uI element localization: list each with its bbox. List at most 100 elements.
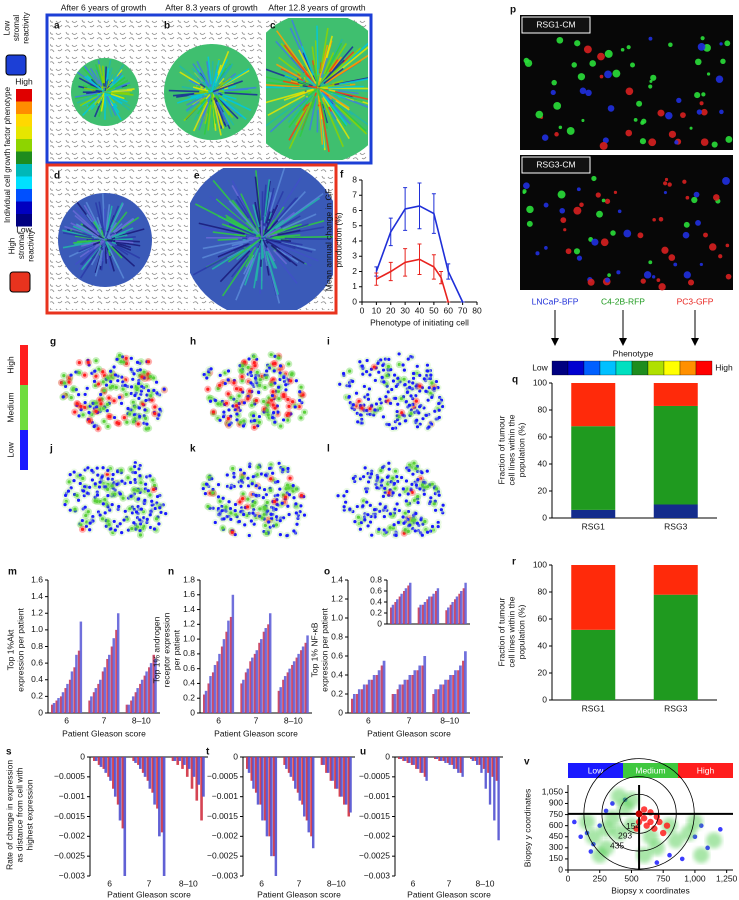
y-tick-label: −0.0025 [359,850,390,860]
cell [709,243,717,251]
panel-letter: m [8,567,17,578]
cell [687,279,695,286]
cell-dot [235,412,239,416]
cell-dot [101,466,105,470]
disc-texture [113,82,131,90]
cell-dot [422,406,426,410]
cell-dot [365,500,369,504]
bar [422,604,425,624]
cell-dot [426,484,430,489]
disc-texture [327,85,365,89]
cell-dot [363,395,367,399]
disc-texture [71,229,92,238]
cell-dot [242,512,246,517]
bar [134,692,138,713]
bar [116,757,120,805]
cell [560,217,567,223]
cell-dot [285,534,289,538]
disc-texture [221,96,252,111]
bar [447,679,450,713]
disc-texture [83,65,100,85]
cell-dot [251,475,255,479]
bar [145,671,148,713]
cell-dot [246,372,250,376]
cell-dot [270,393,275,398]
bar [93,757,96,761]
cell-dot [428,499,433,504]
cell-dot [221,496,225,500]
bar [295,657,299,713]
cell-dot [395,409,399,414]
cell-dot [283,495,288,499]
bar [464,651,467,713]
cell-dot [373,378,377,383]
cell-dot [79,522,83,527]
cell-dot [434,379,439,384]
bar [151,757,154,793]
cell-dot [124,356,128,360]
y-axis-label: Biopsy y coordinates [522,789,532,867]
disc-texture [302,103,308,112]
bar [289,757,293,777]
cell-dot [137,396,141,400]
disc-texture [319,101,330,153]
cell-dot [83,392,87,397]
bar [130,700,133,713]
cell-dot [240,375,244,379]
cell [664,177,669,182]
cell-dot [276,493,280,497]
bar [382,660,386,713]
x-tick-label: 7 [447,878,452,888]
cell-dot [282,516,286,520]
disc-texture [235,199,250,219]
cell-dot [415,497,420,501]
cell-dot [294,379,298,383]
cell-dot [411,526,415,531]
cell-dot [143,416,148,421]
cell-dot [99,402,103,406]
cell-dot [152,376,156,380]
disc-texture [212,80,243,93]
cell-dot [279,465,283,470]
cell-dot [88,404,92,408]
cell-dot [229,414,233,418]
y-tick-label: 0.4 [31,674,43,684]
y-axis-label: production (%) [333,212,343,267]
scale-segment [16,164,32,177]
cell-dot [290,372,294,376]
cell-dot [74,388,78,392]
bar [351,698,354,713]
cell-dot [62,381,67,385]
bar [213,664,217,713]
cell [577,73,586,81]
cell-dot [68,508,72,512]
bar-segment [653,594,698,700]
y-tick-label: 8 [352,174,357,184]
cell-dot [300,400,304,405]
cell-dot [79,408,83,412]
disc-texture [97,245,102,250]
cell-dot [137,507,141,512]
cell-dot [358,404,363,408]
phenotype-segment [583,360,601,376]
cell-dot [97,485,102,489]
cell-dot [285,491,289,495]
cell-dot [269,398,274,402]
x-tick-label: 7 [147,878,152,888]
cell-dot [238,363,242,368]
bar [268,613,272,713]
cell-dot [220,509,224,513]
cell-dot [393,469,398,473]
point [667,852,672,858]
cell-dot [266,403,270,407]
bar [460,591,463,624]
point [610,825,627,842]
y-tick-label: 60 [538,431,548,441]
cell-dot [424,528,428,532]
micrograph-label-box [521,156,591,174]
cell-dot [239,368,243,372]
bar [97,683,100,713]
cell-dot [136,368,140,373]
disc-texture [266,250,276,269]
cell [701,92,706,97]
